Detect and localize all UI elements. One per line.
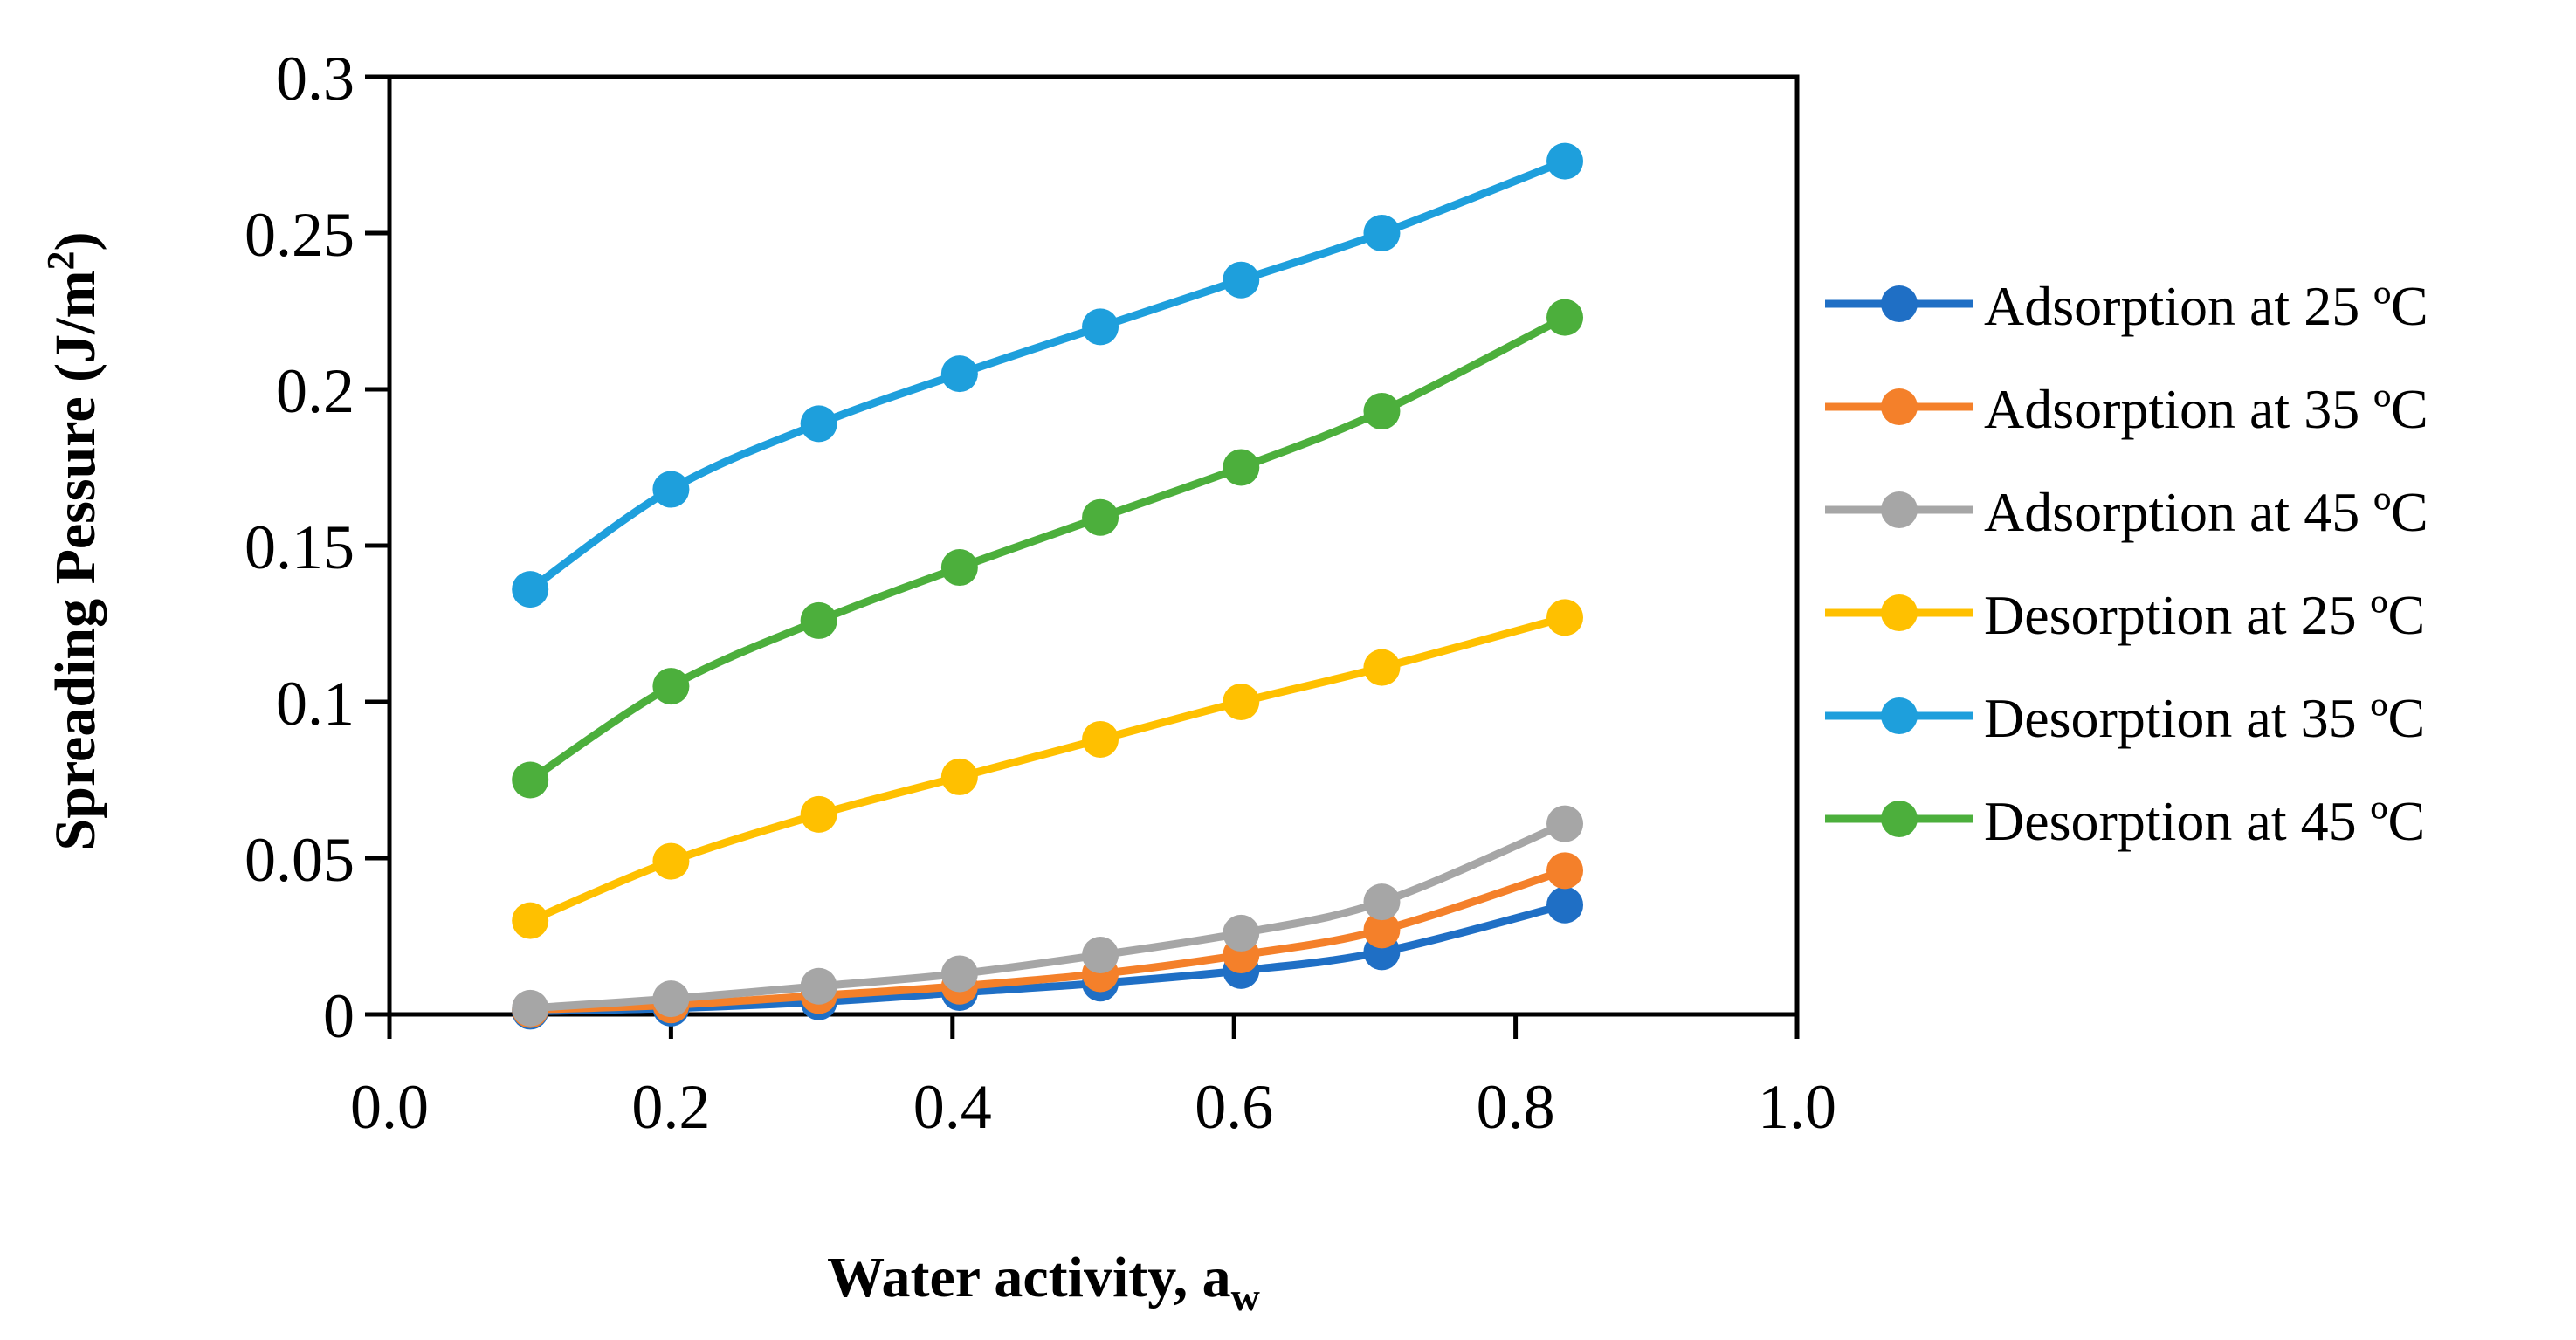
data-point (512, 989, 549, 1027)
plot-frame-group (387, 74, 1800, 1017)
plot-area-border (387, 74, 1800, 1017)
data-point (1082, 308, 1119, 346)
legend-label: Desorption at 25 ºC (1984, 584, 2425, 646)
data-point (940, 549, 978, 587)
data-point (1363, 911, 1401, 949)
legend-item: Desorption at 35 ºC (1825, 687, 2425, 749)
legend-swatch-marker (1881, 491, 1918, 528)
data-point (1363, 393, 1401, 430)
data-point (800, 405, 837, 443)
data-point (652, 668, 690, 705)
data-point (1546, 142, 1584, 180)
legend-swatch-marker (1881, 285, 1918, 322)
legend-swatch-marker (1881, 594, 1918, 631)
series-line (526, 313, 1569, 784)
legend-label: Adsorption at 35 ºC (1984, 378, 2428, 440)
legend-item: Desorption at 45 ºC (1825, 790, 2425, 852)
series-3 (512, 805, 1584, 1027)
legend-label: Adsorption at 45 ºC (1984, 481, 2428, 543)
legend-item: Adsorption at 25 ºC (1825, 275, 2428, 337)
y-tick-label: 0.25 (245, 200, 355, 270)
data-point (512, 902, 549, 939)
data-point (512, 571, 549, 608)
series-group (512, 142, 1584, 1030)
data-point (1546, 852, 1584, 890)
legend-label: Desorption at 45 ºC (1984, 790, 2425, 852)
x-tick-label: 1.0 (1758, 1072, 1836, 1142)
axis-titles-group: Water activity, aw Spreading Pessure (J/… (39, 232, 1260, 1319)
y-tick-label: 0.15 (245, 512, 355, 582)
x-axis-title: Water activity, aw (827, 1246, 1260, 1319)
data-point (1363, 649, 1401, 686)
legend-item: Adsorption at 35 ºC (1825, 378, 2428, 440)
data-point (1546, 805, 1584, 842)
legend-item: Adsorption at 45 ºC (1825, 481, 2428, 543)
legend: Adsorption at 25 ºC Adsorption at 35 ºC Ad… (1825, 275, 2428, 852)
y-tick-label: 0 (323, 981, 355, 1051)
y-axis-title: Spreading Pessure (J/m2) (39, 232, 107, 851)
legend-label: Adsorption at 25 ºC (1984, 275, 2428, 337)
data-point (800, 795, 837, 833)
data-point (1223, 449, 1260, 486)
legend-label: Desorption at 35 ºC (1984, 687, 2425, 749)
data-point (1223, 684, 1260, 720)
legend-swatch-marker (1881, 697, 1918, 734)
data-point (1082, 720, 1119, 758)
x-tick-label: 0.4 (913, 1072, 992, 1142)
data-point (1223, 914, 1260, 952)
data-point (652, 980, 690, 1018)
x-tick-label: 0.0 (350, 1072, 429, 1142)
data-point (652, 842, 690, 880)
data-point (940, 355, 978, 393)
data-point (1363, 215, 1401, 251)
data-point (652, 471, 690, 508)
data-point (1082, 936, 1119, 973)
legend-swatch-marker (1881, 801, 1918, 837)
data-point (1082, 498, 1119, 536)
data-point (940, 955, 978, 993)
series-5 (512, 142, 1584, 608)
series-4 (512, 599, 1584, 939)
y-tick-label: 0.3 (276, 44, 355, 113)
data-point (940, 758, 978, 795)
legend-swatch-marker (1881, 388, 1918, 425)
series-line (526, 613, 1569, 925)
data-point (512, 761, 549, 799)
x-axis-title-main: Water activity, a (827, 1246, 1231, 1309)
data-point (1363, 883, 1401, 921)
y-tick-label: 0.1 (276, 669, 355, 739)
x-tick-label: 0.6 (1195, 1072, 1273, 1142)
y-axis-title-close: ) (44, 232, 107, 251)
x-tick-label: 0.2 (631, 1072, 710, 1142)
y-tick-label: 0.05 (245, 825, 355, 895)
y-tick-label: 0.2 (276, 356, 355, 426)
data-point (1546, 299, 1584, 336)
y-axis-title-main: Spreading Pessure (J/m (44, 271, 107, 851)
series-line (526, 157, 1569, 594)
data-point (800, 601, 837, 639)
legend-item: Desorption at 25 ºC (1825, 584, 2425, 646)
data-point (1546, 599, 1584, 636)
data-point (1223, 261, 1260, 299)
y-axis-title-sup: 2 (39, 251, 82, 271)
x-axis-title-sub: w (1231, 1275, 1260, 1319)
ticks-group: 0.0 0.2 0.4 0.6 0.8 1.0 0 0.05 0.1 0.15 0.2 0.25 0.3 (245, 44, 1836, 1142)
x-tick-label: 0.8 (1477, 1072, 1555, 1142)
data-point (1546, 886, 1584, 924)
series-6 (512, 299, 1584, 799)
data-point (800, 967, 837, 1005)
